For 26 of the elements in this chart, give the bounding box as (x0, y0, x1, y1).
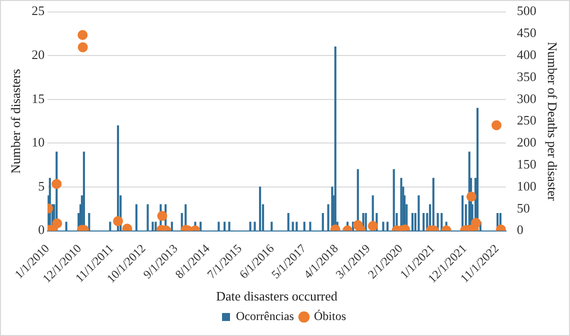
y-tick-label: 5 (38, 178, 45, 194)
y-tick-label: 15 (32, 90, 45, 106)
y-tick-label: 25 (32, 3, 45, 18)
legend-label: Ocorrências (236, 309, 294, 324)
y2-tick-label: 350 (516, 68, 536, 84)
y2-axis-title: Number of Deaths per disaster (544, 42, 560, 202)
y2-tick-label: 0 (516, 222, 524, 238)
point (52, 178, 62, 189)
y-tick-label: 0 (38, 222, 45, 238)
y2-tick-label: 100 (516, 178, 536, 194)
point (492, 120, 502, 130)
y2-tick-label: 150 (516, 156, 536, 172)
y2-tick-label: 400 (516, 47, 536, 62)
y-tick-label: 10 (32, 134, 45, 150)
y2-tick-label: 200 (516, 134, 536, 150)
y2-tick-label: 500 (516, 3, 536, 18)
y-axis-title: Number of disasters (8, 68, 24, 174)
y-tick-label: 20 (32, 47, 45, 62)
legend-label: Óbitos (314, 309, 346, 324)
y2-tick-label: 50 (516, 200, 530, 216)
x-axis-title: Date disasters occurred (216, 288, 338, 304)
point (78, 42, 88, 52)
y2-tick-label: 450 (516, 25, 536, 40)
y2-tick-label: 300 (516, 90, 536, 106)
y2-tick-label: 250 (516, 112, 536, 128)
point (78, 30, 88, 40)
